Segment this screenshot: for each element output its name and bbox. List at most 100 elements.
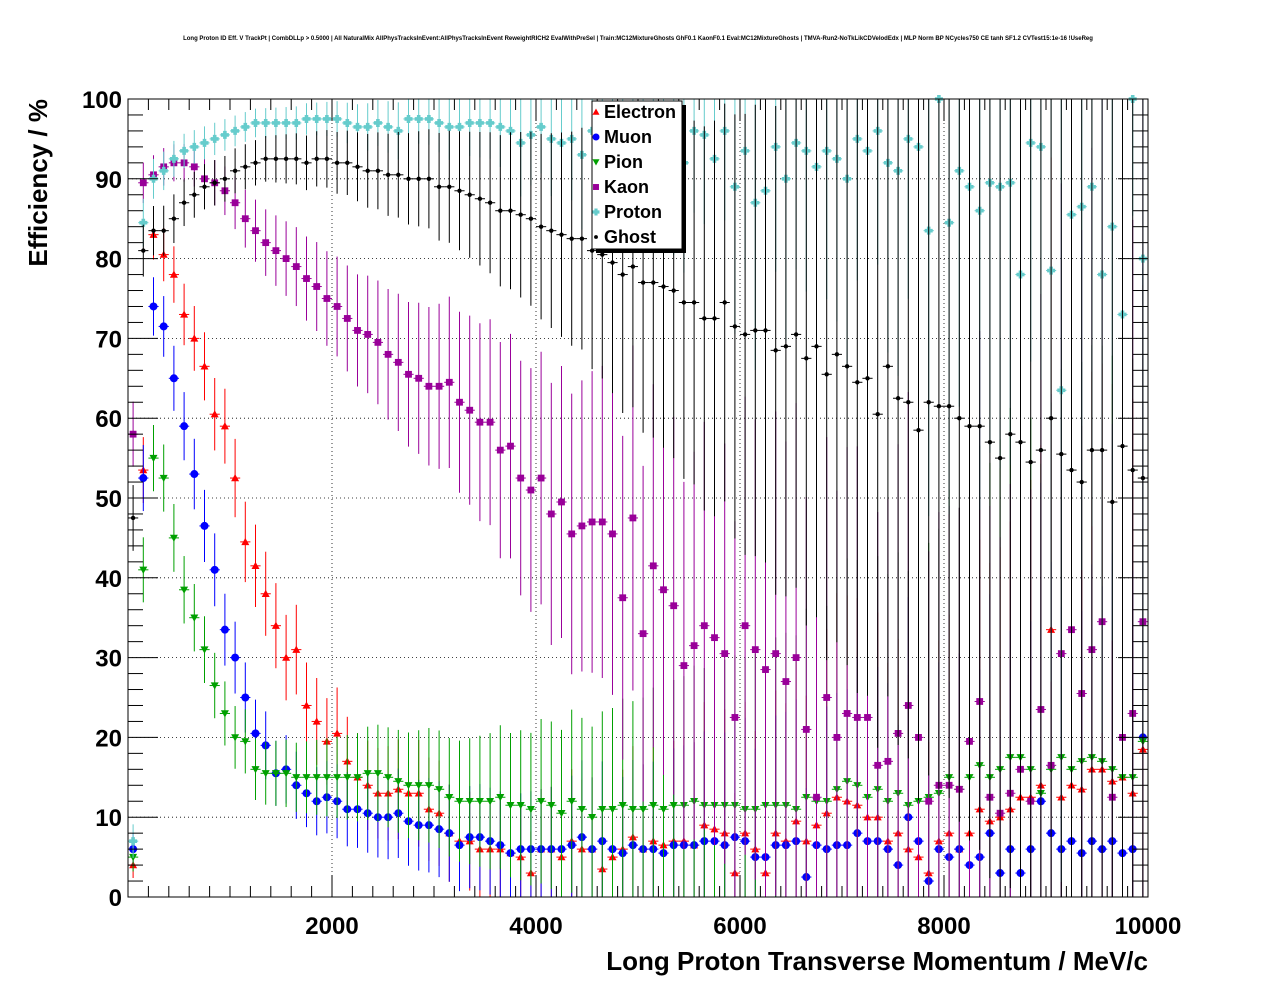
data-point	[212, 180, 217, 185]
data-point	[190, 614, 199, 622]
data-point	[588, 518, 596, 526]
data-point	[231, 734, 240, 742]
legend-marker	[593, 184, 599, 190]
data-point	[292, 118, 301, 127]
data-point	[608, 806, 617, 814]
data-point	[243, 164, 248, 170]
legend-entry-proton: Proton	[592, 202, 662, 222]
data-point	[457, 188, 462, 193]
data-point	[1089, 447, 1095, 453]
data-point	[220, 422, 229, 430]
data-point	[292, 774, 301, 782]
data-point	[772, 650, 780, 658]
data-point	[159, 322, 168, 331]
legend-label: Electron	[604, 102, 676, 122]
data-point	[1038, 447, 1044, 453]
data-point	[385, 172, 391, 178]
data-point	[669, 802, 678, 810]
axis-ticks: 2000 4000 6000 8000 10000 0 10 20 30 40 50 60 70 80 90…	[82, 87, 1181, 940]
data-point	[171, 216, 177, 221]
data-point	[1048, 416, 1054, 421]
x-tick-label: 8000	[917, 913, 970, 940]
data-point	[528, 216, 534, 221]
data-point	[161, 228, 166, 233]
data-point	[559, 232, 564, 237]
data-point	[569, 236, 574, 241]
legend-entry-kaon: Kaon	[593, 177, 649, 197]
data-point	[435, 118, 444, 127]
data-point	[813, 793, 820, 801]
data-point	[159, 166, 168, 175]
data-point	[588, 814, 597, 822]
data-point	[455, 798, 464, 806]
data-point	[609, 530, 616, 538]
legend-marker	[592, 108, 600, 115]
data-point	[671, 288, 676, 293]
data-point	[517, 474, 525, 482]
data-point	[445, 794, 454, 802]
data-point	[619, 594, 627, 602]
data-point	[1069, 467, 1074, 473]
data-point	[252, 227, 259, 235]
y-tick-label: 100	[82, 87, 122, 114]
data-point	[1018, 439, 1023, 445]
data-point	[251, 729, 260, 738]
data-point	[895, 396, 901, 401]
data-point	[282, 255, 290, 262]
data-point	[977, 423, 982, 429]
data-point	[141, 248, 146, 253]
data-point	[1130, 467, 1135, 473]
data-point	[742, 332, 748, 337]
data-point	[1140, 475, 1146, 481]
data-point	[721, 650, 729, 658]
data-point	[577, 806, 586, 814]
legend-label: Proton	[604, 202, 662, 222]
data-point	[557, 810, 566, 818]
data-point	[618, 802, 627, 810]
data-point	[865, 376, 870, 381]
data-point	[732, 324, 738, 329]
data-point	[833, 734, 841, 741]
data-point	[568, 530, 576, 538]
y-tick-label: 10	[95, 805, 122, 832]
data-point	[414, 782, 423, 790]
data-point	[753, 328, 758, 333]
data-point	[210, 410, 219, 418]
x-tick-label: 6000	[713, 913, 766, 940]
data-point	[169, 270, 178, 278]
data-point	[130, 515, 136, 521]
data-point	[200, 521, 209, 530]
legend-entry-muon: Muon	[592, 127, 652, 147]
legend-marker	[592, 159, 600, 166]
data-point	[496, 446, 504, 454]
y-tick-label: 90	[95, 167, 122, 194]
data-point	[271, 770, 280, 778]
data-point	[680, 662, 688, 669]
data-point	[475, 118, 484, 127]
legend-label: Pion	[604, 152, 643, 172]
data-point	[202, 184, 207, 189]
data-point	[681, 300, 687, 305]
data-series	[128, 95, 1148, 897]
data-point	[139, 218, 148, 227]
data-point	[302, 774, 311, 782]
data-point	[853, 714, 861, 721]
data-point	[792, 654, 800, 661]
data-point	[190, 470, 199, 479]
data-point	[322, 114, 331, 123]
data-point	[322, 774, 331, 782]
data-point	[283, 156, 289, 162]
data-point	[190, 163, 198, 171]
data-point	[864, 714, 871, 721]
data-point	[190, 334, 199, 342]
data-point	[241, 215, 249, 223]
data-point	[649, 802, 658, 810]
data-point	[139, 474, 148, 483]
data-point	[343, 774, 352, 782]
data-point	[312, 114, 321, 123]
data-point	[231, 126, 240, 135]
data-point	[200, 138, 209, 147]
data-point	[476, 418, 484, 426]
data-point	[885, 364, 891, 369]
data-point	[282, 653, 291, 661]
